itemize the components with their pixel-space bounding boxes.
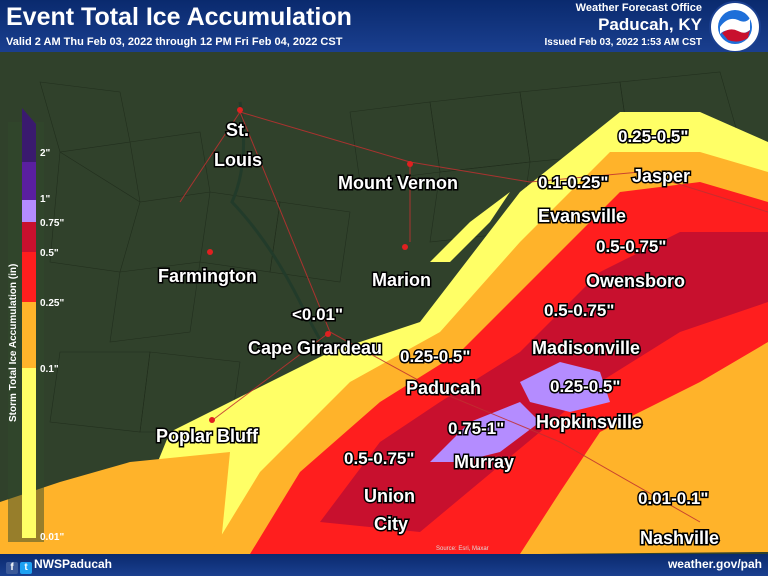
legend-colorbar [22, 108, 36, 538]
twitter-icon: t [20, 562, 32, 574]
legend-band-01-025in [22, 302, 36, 368]
header-bar: Event Total Ice Accumulation Valid 2 AM … [0, 0, 768, 53]
city-dot-farmington [207, 249, 213, 255]
legend-band-001-01in [22, 368, 36, 538]
legend-tick-075in: 0.75" [40, 218, 64, 229]
label-cape-girardeau: Cape Girardeau [248, 338, 382, 358]
label-farmington: Farmington [158, 266, 257, 286]
legend-band-075-1in [22, 200, 36, 222]
facebook-icon: f [6, 562, 18, 574]
valid-period: Valid 2 AM Thu Feb 03, 2022 through 12 P… [6, 36, 343, 48]
label-madisonville: Madisonville [532, 338, 640, 358]
orange-band-sw [0, 452, 230, 554]
road-network [179, 111, 768, 523]
amount-label-2: 0.25-0.5" [400, 347, 470, 366]
legend-tick-001in: 0.01" [40, 532, 64, 543]
issued-time: Issued Feb 03, 2022 1:53 AM CST [544, 37, 702, 48]
label-mount-vernon: Mount Vernon [338, 173, 458, 193]
website-link[interactable]: weather.gov/pah [667, 557, 762, 571]
label-jasper: Jasper [632, 166, 690, 186]
amount-label-6: 0.5-0.75" [544, 301, 614, 320]
footer-bar: f t NWSPaducah weather.gov/pah [0, 554, 768, 576]
label-owensboro: Owensboro [586, 271, 685, 291]
amount-label-1: <0.01" [292, 305, 343, 324]
legend-tick-01in: 0.1" [40, 364, 59, 375]
amount-label-4: 0.25-0.5" [618, 127, 688, 146]
legend-band-1-2in [22, 162, 36, 200]
legend: 2" 1" 0.75" 0.5" 0.25" 0.1" 0.01" Storm … [8, 108, 64, 543]
place-labels: St. Louis Mount Vernon Farmington Marion… [155, 119, 721, 550]
social-handle-text: NWSPaducah [34, 557, 113, 571]
legend-band-025-05in [22, 252, 36, 302]
yellow-patch-north [430, 192, 510, 262]
label-murray: Murray [454, 452, 514, 472]
legend-band-2in [22, 108, 36, 162]
label-nashville: Nashville [640, 528, 719, 548]
city-dot-marion [402, 244, 408, 250]
map-attribution: Source: Esri, Maxar [436, 546, 489, 552]
amount-label-8: 0.75-1" [448, 419, 504, 438]
city-dot-mount-vernon [407, 161, 413, 167]
map-title: Event Total Ice Accumulation [6, 3, 352, 31]
office-city: Paducah, KY [598, 15, 702, 34]
label-st-louis-line2: Louis [214, 150, 262, 170]
label-hopkinsville: Hopkinsville [536, 412, 642, 432]
office-label: Weather Forecast Office [575, 2, 702, 14]
label-marion: Marion [372, 270, 431, 290]
purple-patch-2 [520, 362, 610, 412]
city-dot-cape-girardeau [325, 331, 331, 337]
legend-tick-05in: 0.5" [40, 248, 59, 259]
legend-tick-025in: 0.25" [40, 298, 64, 309]
city-dots [207, 107, 413, 423]
amount-labels: <0.01" 0.25-0.5" 0.1-0.25" 0.25-0.5" 0.5… [291, 126, 710, 510]
amount-label-3: 0.1-0.25" [538, 173, 608, 192]
city-dot-st-louis [237, 107, 243, 113]
ice-accumulation-map: 2" 1" 0.75" 0.5" 0.25" 0.1" 0.01" Storm … [0, 52, 768, 554]
nws-logo [709, 1, 761, 53]
label-st-louis-line1: St. [226, 120, 249, 140]
amount-label-5: 0.5-0.75" [596, 237, 666, 256]
label-union-city-line2: City [374, 514, 408, 534]
label-poplar-bluff: Poplar Bluff [156, 426, 259, 446]
purple-patch-1 [430, 402, 540, 462]
city-dot-poplar-bluff [209, 417, 215, 423]
amount-label-10: 0.01-0.1" [638, 489, 708, 508]
amount-label-7: 0.25-0.5" [550, 377, 620, 396]
legend-band-05-075in [22, 222, 36, 252]
legend-tick-1in: 1" [40, 194, 51, 205]
label-paducah: Paducah [406, 378, 481, 398]
legend-tick-2in: 2" [40, 148, 51, 159]
label-evansville: Evansville [538, 206, 626, 226]
label-union-city-line1: Union [364, 486, 415, 506]
amount-label-9: 0.5-0.75" [344, 449, 414, 468]
social-handle[interactable]: f t NWSPaducah [6, 557, 112, 574]
legend-title: Storm Total Ice Accumulation (in) [8, 264, 19, 422]
